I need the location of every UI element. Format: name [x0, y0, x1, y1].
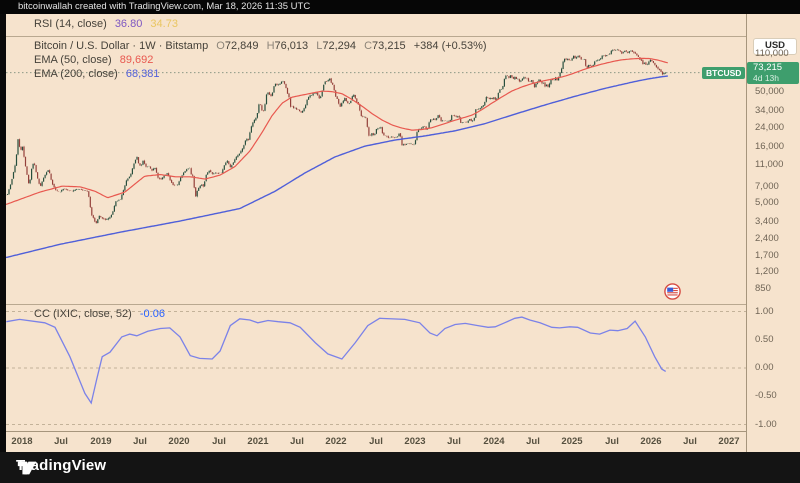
- rsi-value: 36.80: [114, 18, 143, 30]
- rsi-legend[interactable]: RSI (14, close) 36.80 34.73: [34, 18, 178, 30]
- price-pane[interactable]: Bitcoin / U.S. Dollar · 1W · Bitstamp O7…: [6, 37, 746, 304]
- rsi-ma-value: 34.73: [150, 18, 178, 30]
- time-tick-label: 2019: [90, 436, 112, 447]
- ema200-value: 68,381: [125, 68, 160, 80]
- price-tick-label: 50,000: [755, 86, 785, 97]
- symbol-legend[interactable]: Bitcoin / U.S. Dollar · 1W · Bitstamp O7…: [34, 40, 487, 52]
- price-axis[interactable]: USD 110,000 50,000 34,000 24,000 16,000 11,00…: [746, 14, 800, 452]
- ema50-legend[interactable]: EMA (50, close) 89,692: [34, 54, 153, 66]
- price-tick-label: 110,000: [755, 48, 789, 59]
- cc-value: -0.06: [139, 308, 165, 320]
- price-tick-label: 7,000: [755, 181, 779, 192]
- cc-tick-label: 0.50: [755, 334, 774, 345]
- price-tick-label: 34,000: [755, 105, 785, 116]
- time-tick-label: 2026: [640, 436, 662, 447]
- price-tick-label: 5,000: [755, 197, 779, 208]
- time-tick-label: Jul: [447, 436, 461, 447]
- time-tick-label: Jul: [290, 436, 304, 447]
- time-tick-label: 2018: [11, 436, 33, 447]
- time-tick-label: Jul: [133, 436, 147, 447]
- low-value: 72,294: [322, 40, 357, 52]
- price-tick-label: 1,200: [755, 266, 779, 277]
- open-key: O: [216, 40, 225, 52]
- correlation-pane[interactable]: CC (IXIC, close, 52) -0.06: [6, 304, 746, 431]
- price-tick-label: 24,000: [755, 122, 785, 133]
- time-tick-label: Jul: [212, 436, 226, 447]
- price-tick-label: 850: [755, 283, 771, 294]
- time-tick-label: 2021: [247, 436, 269, 447]
- rsi-pane: RSI (14, close) 36.80 34.73: [6, 14, 746, 37]
- low-key: L: [316, 40, 323, 52]
- time-tick-label: Jul: [683, 436, 697, 447]
- price-tick-label: 11,000: [755, 159, 784, 170]
- price-tick-label: 1,700: [755, 250, 779, 261]
- high-value: 76,013: [274, 40, 309, 52]
- symbol-price-pill[interactable]: BTCUSD: [702, 67, 746, 79]
- bar-countdown: 4d 13h: [753, 73, 779, 83]
- ema200-label: EMA (200, close): [34, 68, 118, 80]
- last-price-value: 73,215: [753, 62, 783, 73]
- close-key: C: [364, 40, 373, 52]
- open-value: 72,849: [224, 40, 259, 52]
- price-tick-label: 16,000: [755, 141, 785, 152]
- us-flag-event-icon[interactable]: [664, 283, 681, 300]
- cc-tick-label: -1.00: [755, 419, 777, 430]
- tradingview-logo-icon: [17, 461, 37, 475]
- close-value: 73,215: [372, 40, 406, 52]
- price-chart-canvas[interactable]: [6, 37, 746, 304]
- price-tick-label: 2,400: [755, 233, 779, 244]
- left-margin-strip: [0, 14, 6, 452]
- ema200-legend[interactable]: EMA (200, close) 68,381: [34, 68, 159, 80]
- time-tick-label: 2022: [325, 436, 347, 447]
- symbol-title: Bitcoin / U.S. Dollar · 1W · Bitstamp: [34, 40, 209, 52]
- time-tick-label: Jul: [54, 436, 68, 447]
- time-tick-label: 2024: [483, 436, 505, 447]
- footer-bar: TradingView: [0, 452, 800, 483]
- cc-tick-label: 1.00: [755, 306, 774, 317]
- price-tick-label: 3,400: [755, 216, 779, 227]
- time-tick-label: 2025: [561, 436, 583, 447]
- attribution-bar: bitcoinwallah created with TradingView.c…: [0, 0, 800, 14]
- ema50-label: EMA (50, close): [34, 54, 112, 66]
- change-value: +384 (+0.53%): [413, 40, 487, 52]
- cc-legend[interactable]: CC (IXIC, close, 52) -0.06: [34, 308, 165, 320]
- cc-tick-label: 0.00: [755, 362, 774, 373]
- last-price-badge[interactable]: 73,215 4d 13h: [747, 62, 799, 84]
- high-key: H: [266, 40, 275, 52]
- time-tick-label: 2020: [168, 436, 190, 447]
- attribution-text: bitcoinwallah created with TradingView.c…: [18, 1, 311, 12]
- cc-tick-label: -0.50: [755, 390, 777, 401]
- time-axis[interactable]: 2018 Jul 2019 Jul 2020 Jul 2021 Jul 2022 Jul 2023 J…: [6, 431, 746, 452]
- time-tick-label: Jul: [526, 436, 540, 447]
- tradingview-logo[interactable]: TradingView: [16, 457, 107, 475]
- rsi-legend-label: RSI (14, close): [34, 18, 107, 30]
- correlation-chart-canvas[interactable]: [6, 305, 746, 432]
- time-tick-label: Jul: [369, 436, 383, 447]
- time-tick-label: 2023: [404, 436, 426, 447]
- time-tick-label: Jul: [605, 436, 619, 447]
- cc-label: CC (IXIC, close, 52): [34, 308, 132, 320]
- time-tick-label: 2027: [718, 436, 740, 447]
- ema50-value: 89,692: [119, 54, 154, 66]
- tradingview-logo-text: TradingView: [16, 457, 107, 474]
- currency-toggle-button[interactable]: USD: [753, 38, 797, 55]
